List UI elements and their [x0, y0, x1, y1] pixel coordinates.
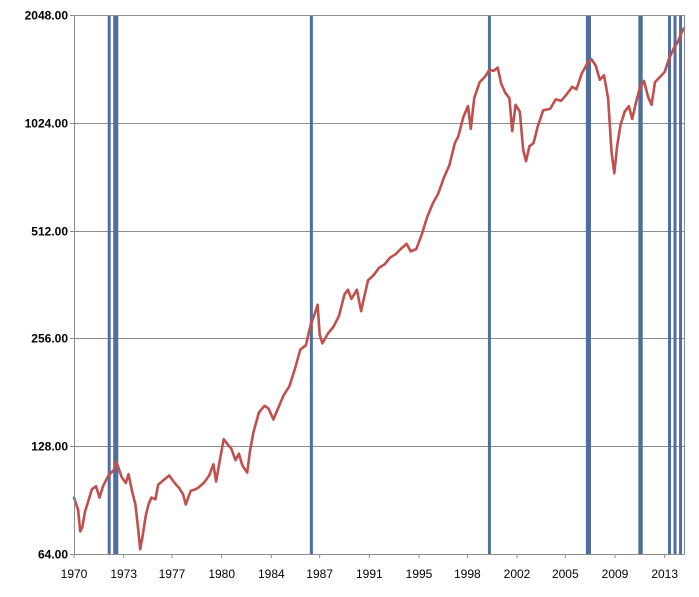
x-tick-label: 1977 — [159, 567, 186, 581]
y-tick-labels: 64.00 128.00 256.00 512.00 1024.00 2048.00 — [25, 9, 69, 562]
x-tick-label: 2013 — [651, 567, 678, 581]
vertical-markers — [107, 15, 683, 554]
x-tick-label: 1991 — [356, 567, 383, 581]
y-tick-label: 512.00 — [31, 225, 68, 239]
y-tick-label: 2048.00 — [25, 9, 69, 23]
y-tick-label: 128.00 — [31, 440, 68, 454]
x-tick-label: 1998 — [454, 567, 481, 581]
y-tick-label: 1024.00 — [25, 117, 69, 131]
series-group — [72, 27, 686, 551]
x-tick-label: 1984 — [258, 567, 285, 581]
plot-frame — [74, 15, 685, 555]
x-tick-label: 2005 — [552, 567, 579, 581]
axes — [70, 15, 685, 558]
x-tick-label: 2002 — [504, 567, 531, 581]
x-tick-label: 1987 — [306, 567, 333, 581]
x-tick-label: 1973 — [110, 567, 137, 581]
y-tick-label: 64.00 — [38, 548, 68, 562]
x-tick-labels: 1970 1973 1977 1980 1984 1987 1991 1995 1998 2002… — [61, 567, 679, 581]
series-line — [72, 27, 686, 551]
x-tick-label: 1980 — [208, 567, 235, 581]
y-tick-label: 256.00 — [31, 332, 68, 346]
x-tick-label: 1995 — [406, 567, 433, 581]
x-tick-label: 2009 — [602, 567, 629, 581]
gridlines — [74, 15, 684, 555]
x-tick-label: 1970 — [61, 567, 88, 581]
